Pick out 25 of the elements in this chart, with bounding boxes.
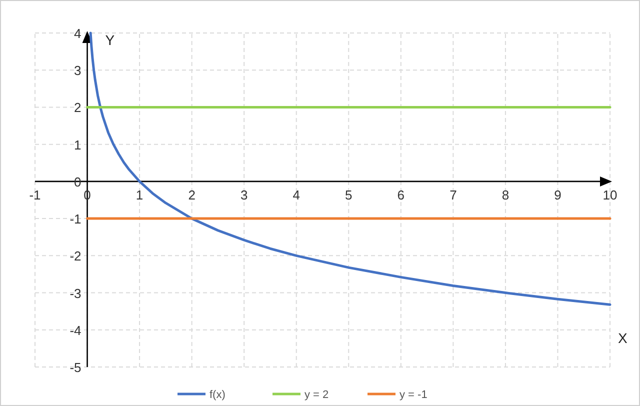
x-tick-label: 10 <box>602 187 618 202</box>
y-tick-label: 1 <box>74 137 82 152</box>
x-tick-label: 6 <box>397 187 405 202</box>
y-tick-label: -1 <box>70 212 82 227</box>
y-axis-title: Y <box>105 32 116 48</box>
x-tick-label: 8 <box>502 187 510 202</box>
x-axis-title: X <box>618 330 628 346</box>
x-tick-label: 5 <box>345 187 352 202</box>
y-tick-label: -4 <box>70 322 82 338</box>
x-tick-label: 3 <box>240 187 248 202</box>
x-tick-label: 4 <box>292 187 300 202</box>
x-tick-label: 1 <box>136 187 144 202</box>
x-tick-label: -1 <box>29 187 41 202</box>
y-tick-label: -5 <box>70 360 82 375</box>
x-tick-label: 7 <box>450 187 457 202</box>
x-tick-label: 2 <box>188 187 196 202</box>
legend-label: y = -1 <box>400 389 428 401</box>
y-tick-label: 2 <box>74 100 82 116</box>
y-tick-label: 4 <box>74 26 82 41</box>
y-tick-label: 3 <box>74 63 82 78</box>
legend-label: f(x) <box>210 389 226 401</box>
legend-label: y = 2 <box>304 389 329 401</box>
y-tick-label: -2 <box>70 248 82 264</box>
y-tick-label: -3 <box>70 286 82 301</box>
x-tick-label: 9 <box>554 187 562 202</box>
